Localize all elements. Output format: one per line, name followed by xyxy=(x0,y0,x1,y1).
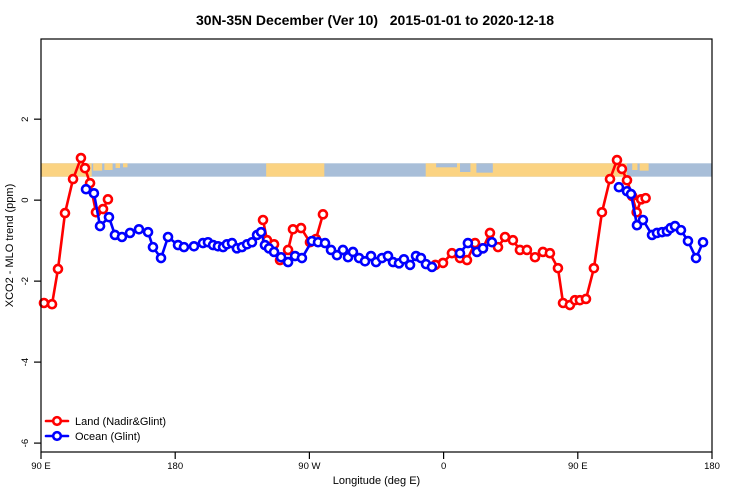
map-strip-sea-patch xyxy=(476,163,493,173)
data-point-ocean xyxy=(282,256,294,268)
data-point-land xyxy=(59,207,71,219)
data-point-ocean xyxy=(462,237,474,249)
data-point-land xyxy=(102,194,114,205)
data-point-ocean xyxy=(116,231,128,243)
data-point-ocean xyxy=(486,236,498,248)
data-point-ocean xyxy=(682,235,694,247)
map-strip-island-speck xyxy=(93,163,103,171)
data-point-land xyxy=(287,224,299,235)
data-point-land xyxy=(621,175,633,186)
data-point-ocean xyxy=(88,187,100,199)
y-axis-tick-label: 2 xyxy=(20,117,31,122)
legend-entry-label: Land (Nadir&Glint) xyxy=(75,416,166,428)
data-point-land xyxy=(295,222,307,234)
x-axis-tick-label: 90 E xyxy=(568,461,588,472)
data-point-land xyxy=(611,154,623,166)
data-point-ocean xyxy=(319,237,331,249)
data-point-land xyxy=(317,209,329,220)
data-point-land xyxy=(640,192,651,204)
data-point-land xyxy=(282,244,294,256)
data-point-land xyxy=(257,214,269,226)
data-point-ocean xyxy=(337,244,349,256)
data-point-land xyxy=(507,234,519,246)
data-point-ocean xyxy=(268,246,280,258)
x-axis-tick-label: 90 W xyxy=(298,461,320,472)
data-point-land xyxy=(79,162,91,174)
y-axis-tick-label: 0 xyxy=(20,198,31,203)
data-point-land xyxy=(521,244,533,256)
data-point-ocean xyxy=(133,224,145,235)
plot-box xyxy=(40,38,713,453)
data-point-ocean xyxy=(103,211,115,223)
legend-entry-label: Ocean (Glint) xyxy=(75,431,140,443)
data-point-land xyxy=(75,152,87,164)
data-point-ocean xyxy=(675,224,687,236)
y-axis-title: XCO2 - MLO trend (ppm) xyxy=(4,184,16,307)
map-strip-island-speck xyxy=(104,163,113,170)
data-point-ocean xyxy=(255,226,267,238)
map-strip-sea-patch xyxy=(460,163,471,172)
map-strip-island-speck xyxy=(115,163,121,168)
data-point-ocean xyxy=(477,243,489,254)
data-point-ocean xyxy=(94,220,106,232)
data-point-land xyxy=(437,257,449,269)
y-axis-tick-label: -6 xyxy=(20,439,31,447)
data-point-land xyxy=(529,251,541,263)
data-point-ocean xyxy=(178,241,190,253)
x-axis-tick-label: 180 xyxy=(704,461,720,472)
data-point-land xyxy=(46,298,58,310)
data-point-land xyxy=(596,206,608,218)
data-point-land xyxy=(52,263,64,275)
data-point-ocean xyxy=(613,181,625,193)
data-point-ocean xyxy=(188,241,200,252)
data-point-land xyxy=(588,262,600,274)
data-point-land xyxy=(604,173,616,185)
data-point-ocean xyxy=(124,227,136,239)
data-point-land xyxy=(97,203,109,215)
data-point-ocean xyxy=(398,253,410,265)
data-point-ocean xyxy=(155,252,167,264)
data-point-ocean xyxy=(275,251,287,263)
data-point-ocean xyxy=(625,188,637,200)
map-strip-island-speck xyxy=(632,163,638,170)
data-point-ocean xyxy=(147,241,159,253)
map-strip-island-speck xyxy=(639,163,649,171)
map-strip-land-segment xyxy=(266,163,325,177)
legend-marker-sample xyxy=(51,415,63,427)
x-axis-tick-label: 90 E xyxy=(31,461,51,472)
data-point-land xyxy=(484,227,496,239)
data-point-ocean xyxy=(404,259,416,271)
data-point-ocean xyxy=(246,236,258,248)
data-point-land xyxy=(552,262,564,274)
x-axis-title: Longitude (deg E) xyxy=(333,475,420,487)
x-axis-tick-label: 0 xyxy=(441,461,446,472)
data-point-land xyxy=(580,293,592,305)
data-point-ocean xyxy=(162,231,174,243)
y-axis-tick-label: -2 xyxy=(20,277,31,285)
data-point-ocean xyxy=(697,236,709,248)
chart-title: 30N-35N December (Ver 10) 2015-01-01 to … xyxy=(196,12,554,28)
data-point-ocean xyxy=(690,252,702,264)
data-point-land xyxy=(616,163,628,175)
data-point-ocean xyxy=(637,214,649,226)
map-strip-island-speck xyxy=(123,163,128,168)
data-point-land xyxy=(67,173,79,185)
y-axis-tick-label: -4 xyxy=(20,358,31,366)
data-point-ocean xyxy=(347,246,359,258)
data-point-ocean xyxy=(454,247,466,259)
data-point-land xyxy=(461,254,473,266)
x-axis-tick-label: 180 xyxy=(167,461,183,472)
legend-marker-sample xyxy=(51,430,63,442)
data-point-ocean xyxy=(80,183,92,195)
map-strip-sea-patch xyxy=(436,163,458,168)
data-point-ocean xyxy=(426,261,438,273)
data-point-land xyxy=(544,247,556,259)
map-strip-land-segment xyxy=(425,163,628,177)
data-point-ocean xyxy=(296,252,308,264)
data-point-ocean xyxy=(142,226,154,238)
